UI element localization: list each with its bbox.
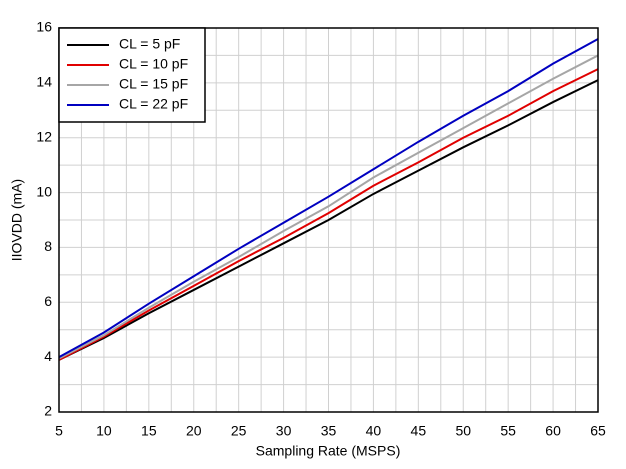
- x-tick-label: 25: [231, 423, 247, 439]
- legend-label: CL = 22 pF: [119, 96, 188, 112]
- legend-label: CL = 5 pF: [119, 36, 180, 52]
- y-tick-label: 2: [44, 403, 52, 419]
- legend-box: [58, 27, 206, 123]
- x-tick-label: 45: [411, 423, 427, 439]
- y-tick-label: 14: [36, 74, 52, 90]
- x-tick-label: 35: [321, 423, 337, 439]
- legend-label: CL = 10 pF: [119, 56, 188, 72]
- y-tick-label: 10: [36, 183, 52, 199]
- x-tick-label: 15: [141, 423, 157, 439]
- y-tick-label: 16: [36, 19, 52, 35]
- x-tick-label: 20: [186, 423, 202, 439]
- series-line: [58, 79, 599, 361]
- x-tick-label: 40: [366, 423, 382, 439]
- y-tick-label: 12: [36, 128, 52, 144]
- x-tick-label: 60: [545, 423, 561, 439]
- x-tick-label: 55: [500, 423, 516, 439]
- y-tick-label: 6: [44, 293, 52, 309]
- x-tick-label: 50: [455, 423, 471, 439]
- series-line: [58, 68, 599, 361]
- series-line: [58, 38, 599, 359]
- plot-frame: [58, 27, 599, 413]
- legend-label: CL = 15 pF: [119, 76, 188, 92]
- y-tick-label: 8: [44, 238, 52, 254]
- x-tick-label: 30: [276, 423, 292, 439]
- x-tick-label: 65: [590, 423, 606, 439]
- x-tick-label: 5: [55, 423, 63, 439]
- series-line: [58, 54, 599, 360]
- y-axis-label: IIOVDD (mA): [9, 179, 25, 261]
- x-tick-label: 10: [96, 423, 112, 439]
- y-tick-label: 4: [44, 348, 52, 364]
- x-axis-label: Sampling Rate (MSPS): [256, 443, 401, 459]
